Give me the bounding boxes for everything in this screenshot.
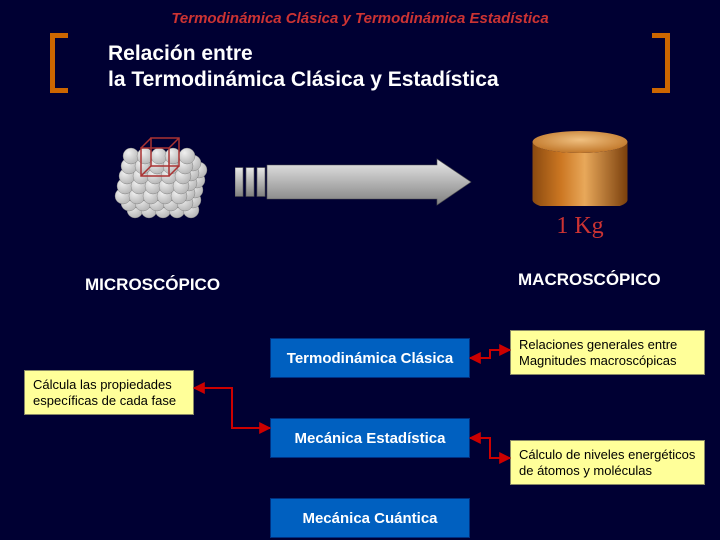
connectors: [0, 0, 720, 540]
